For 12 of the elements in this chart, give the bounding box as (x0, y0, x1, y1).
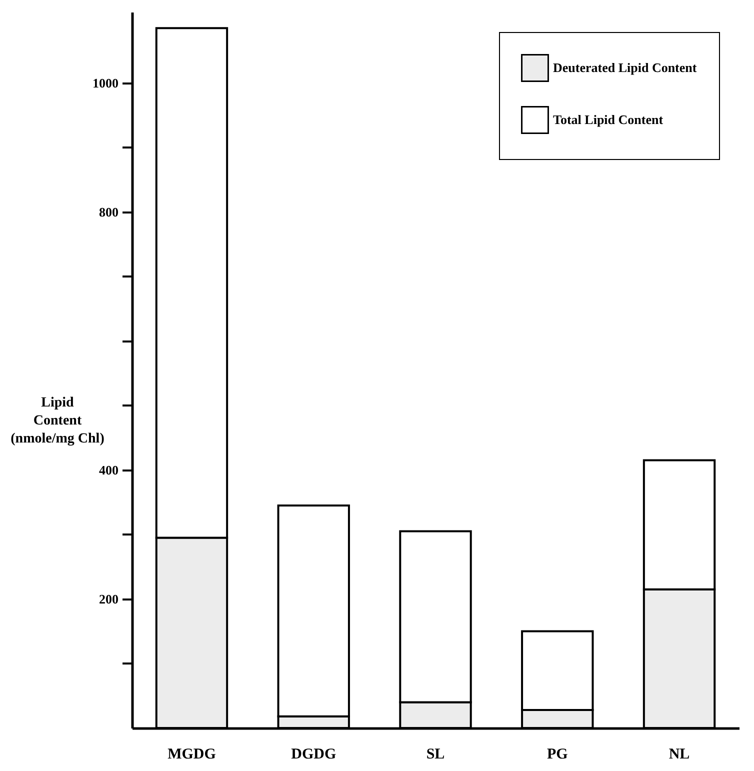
legend-label: Deuterated Lipid Content (553, 60, 698, 75)
y-tick-label: 800 (99, 204, 118, 220)
x-tick-label: PG (546, 746, 568, 762)
x-tick-label: NL (668, 746, 690, 762)
y-tick-label: 200 (99, 591, 118, 606)
y-tick-label: 400 (99, 462, 118, 478)
x-tick-label: MGDG (168, 746, 216, 762)
x-tick-label: DGDG (291, 746, 336, 762)
x-tick-label: SL (426, 746, 445, 762)
legend-label: Total Lipid Content (553, 112, 664, 127)
y-tick-label: 1000 (92, 75, 118, 90)
y-axis-title: Lipid Content (nmole/mg Chl) (10, 396, 105, 446)
